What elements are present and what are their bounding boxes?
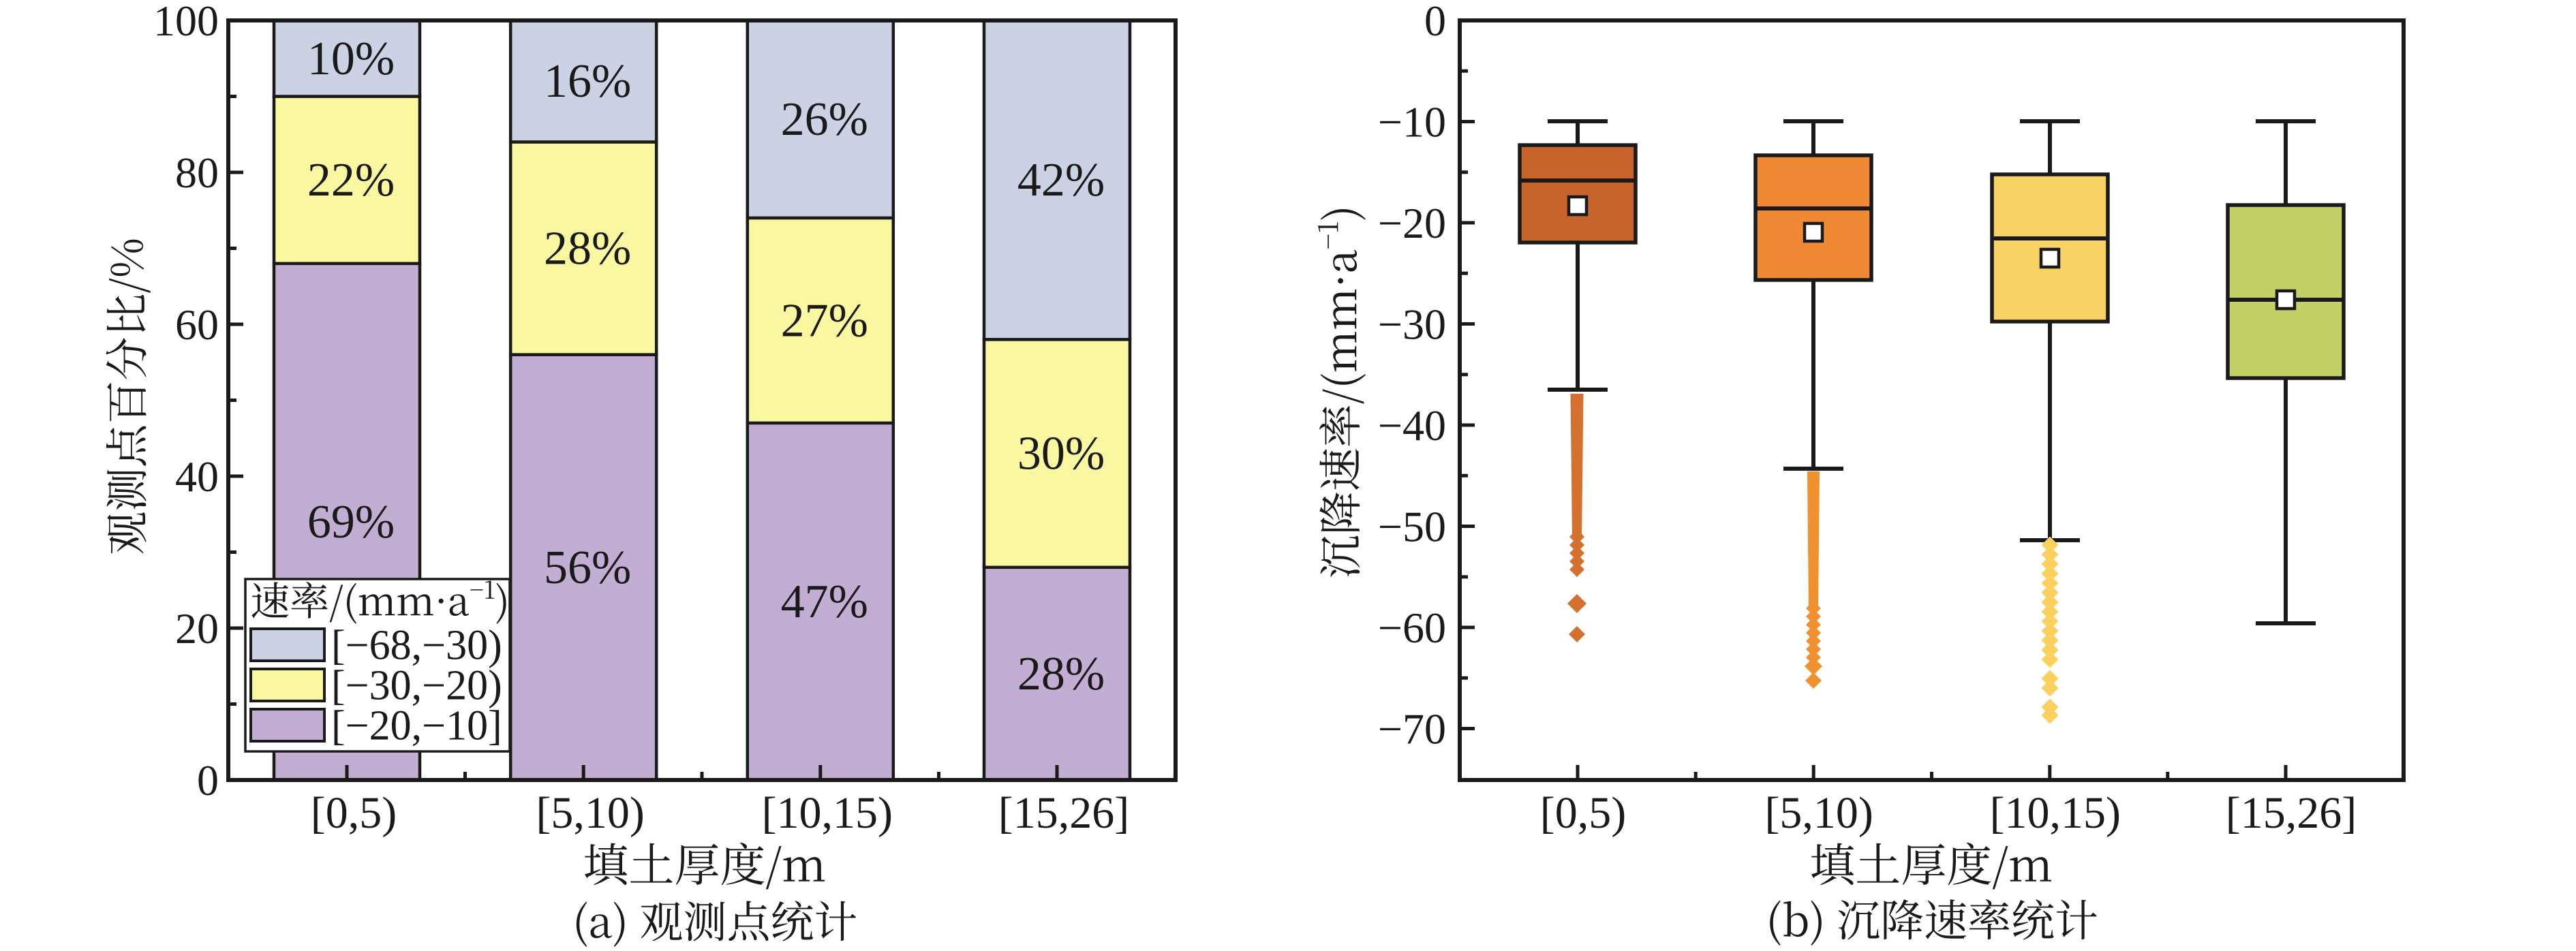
svg-text:[5,10): [5,10) <box>1764 788 1873 838</box>
svg-text:[0,5): [0,5) <box>311 788 397 838</box>
svg-text:27%: 27% <box>781 294 868 347</box>
svg-text:[0,5): [0,5) <box>1540 788 1626 838</box>
svg-text:−40: −40 <box>1378 401 1446 450</box>
svg-text:30%: 30% <box>1017 428 1105 480</box>
svg-text:[15,26]: [15,26] <box>2226 788 2357 838</box>
svg-text:−70: −70 <box>1378 705 1446 753</box>
svg-text:47%: 47% <box>781 576 868 628</box>
svg-text:10%: 10% <box>307 33 395 85</box>
svg-text:−60: −60 <box>1378 604 1446 652</box>
svg-text:[−68,−30): [−68,−30) <box>331 623 502 669</box>
svg-text:22%: 22% <box>307 154 395 206</box>
svg-text:[10,15): [10,15) <box>1990 788 2121 838</box>
svg-text:16%: 16% <box>544 55 631 108</box>
svg-text:100: 100 <box>153 0 219 45</box>
svg-text:−30: −30 <box>1378 300 1446 349</box>
svg-text:[5,10): [5,10) <box>536 788 644 838</box>
svg-text:80: 80 <box>175 149 219 197</box>
svg-text:0: 0 <box>197 756 219 805</box>
svg-text:[10,15): [10,15) <box>762 788 893 838</box>
svg-text:60: 60 <box>175 300 219 349</box>
svg-text:20: 20 <box>175 604 219 653</box>
svg-text:0: 0 <box>1424 0 1446 45</box>
svg-text:−20: −20 <box>1378 199 1446 247</box>
svg-text:56%: 56% <box>544 542 631 594</box>
svg-text:69%: 69% <box>307 496 395 548</box>
svg-text:[15,26]: [15,26] <box>998 788 1129 838</box>
svg-text:[−30,−20): [−30,−20) <box>331 663 502 709</box>
svg-text:[−20,−10]: [−20,−10] <box>331 703 502 749</box>
svg-text:42%: 42% <box>1017 154 1105 206</box>
svg-text:−50: −50 <box>1378 503 1446 551</box>
svg-text:26%: 26% <box>781 93 868 146</box>
svg-text:28%: 28% <box>1017 648 1105 700</box>
svg-text:−10: −10 <box>1378 98 1446 146</box>
svg-text:28%: 28% <box>544 223 631 275</box>
svg-text:40: 40 <box>175 452 219 501</box>
